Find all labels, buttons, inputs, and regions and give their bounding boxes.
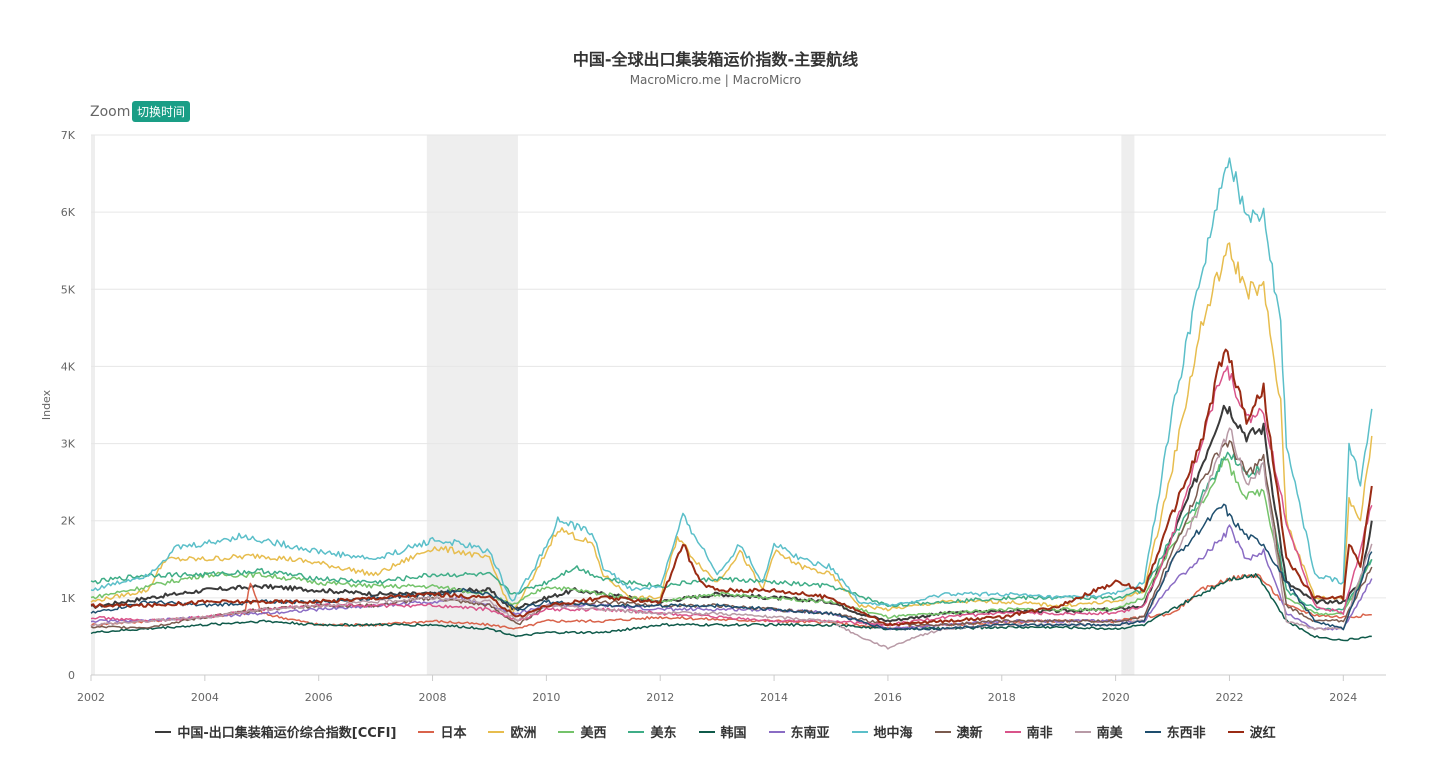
legend-swatch [698, 730, 715, 733]
y-tick-label: 4K [61, 360, 76, 373]
x-tick-label: 2014 [760, 691, 788, 704]
y-axis-label: Index [40, 389, 53, 420]
x-tick-label: 2006 [305, 691, 333, 704]
x-tick-label: 2022 [1215, 691, 1243, 704]
legend-label: 澳新 [956, 726, 983, 741]
legend-swatch [934, 730, 951, 733]
y-tick-label: 3K [61, 438, 76, 451]
legend-item[interactable]: 南非 [1004, 722, 1053, 741]
x-tick-label: 2012 [646, 691, 674, 704]
legend-item[interactable]: 东西非 [1144, 722, 1206, 741]
legend-label: 韩国 [720, 726, 747, 741]
x-tick-label: 2016 [874, 691, 902, 704]
x-axis: 2002 2004 2006 2008 2010 2012 2014 2016 2018 2020… [77, 675, 1357, 704]
y-tick-label: 0 [68, 669, 75, 682]
legend-swatch [155, 730, 172, 733]
legend-item[interactable]: 日本 [418, 722, 466, 741]
y-tick-label: 1K [61, 592, 76, 605]
legend-swatch [1074, 730, 1091, 733]
legend-swatch [851, 730, 868, 733]
recession-band [1121, 135, 1135, 675]
y-tick-label: 5K [61, 283, 76, 296]
y-tick-label: 7K [61, 129, 76, 142]
line-chart: 0 1K 2K 3K 4K 5K 6K 7K 2002 2004 2006 2008 2010 2012… [40, 129, 1386, 704]
x-tick-label: 2024 [1329, 691, 1357, 704]
legend-swatch [1004, 730, 1021, 733]
legend-item[interactable]: 地中海 [851, 722, 913, 741]
x-tick-label: 2008 [419, 691, 447, 704]
series-line[interactable] [90, 451, 1373, 612]
legend-item[interactable]: 波红 [1227, 722, 1276, 741]
legend-swatch [418, 730, 435, 733]
series-line[interactable] [90, 573, 1372, 630]
legend-item[interactable]: 美西 [558, 722, 606, 741]
legend-label: 地中海 [873, 726, 913, 741]
legend-item[interactable]: 南美 [1074, 722, 1123, 741]
series-line[interactable] [90, 427, 1373, 650]
x-tick-label: 2020 [1102, 691, 1130, 704]
zoom-label: Zoom [90, 104, 131, 120]
y-tick-label: 6K [61, 206, 76, 219]
chart-title: 中国-全球出口集装箱运价指数-主要航线 [572, 50, 859, 69]
legend-swatch [628, 730, 645, 733]
legend-swatch [1144, 730, 1161, 733]
legend-label: 美东 [650, 726, 677, 741]
legend-swatch [558, 730, 575, 733]
series-line[interactable] [90, 440, 1373, 630]
recession-band [91, 135, 95, 675]
legend-label: 波红 [1249, 726, 1276, 741]
legend-swatch [488, 730, 505, 733]
chart-legend: 中国-出口集装箱运价综合指数[CCFI] 日本 欧洲 美西 美东 韩国 东南亚 地中海 澳新 南非… [0, 722, 1431, 741]
series-line[interactable] [90, 573, 1372, 642]
legend-item[interactable]: 澳新 [934, 722, 983, 741]
chart-subtitle: MacroMicro.me | MacroMicro [629, 73, 802, 87]
legend-swatch [768, 730, 785, 733]
legend-label: 南非 [1026, 726, 1053, 741]
series-line[interactable] [90, 524, 1373, 631]
legend-label: 日本 [440, 726, 467, 741]
series-line[interactable] [90, 242, 1373, 616]
grid-lines [91, 134, 1386, 676]
series-line[interactable] [90, 157, 1373, 608]
legend-label: 欧洲 [510, 726, 537, 741]
legend-label: 东南亚 [790, 726, 830, 741]
zoom-toggle-button[interactable]: 切换时间 [132, 101, 191, 122]
legend-label: 东西非 [1166, 726, 1206, 741]
legend-label: 中国-出口集装箱运价综合指数[CCFI] [177, 726, 397, 741]
series-line[interactable] [90, 456, 1373, 619]
legend-item[interactable]: 欧洲 [488, 722, 536, 741]
y-axis: 0 1K 2K 3K 4K 5K 6K 7K [61, 129, 76, 682]
legend-label: 南美 [1096, 726, 1123, 741]
legend-item[interactable]: 美东 [628, 722, 677, 741]
legend-swatch [1227, 730, 1244, 733]
x-tick-label: 2018 [988, 691, 1016, 704]
legend-label: 美西 [580, 726, 607, 741]
legend-item[interactable]: 中国-出口集装箱运价综合指数[CCFI] [155, 722, 396, 741]
x-tick-label: 2010 [532, 691, 560, 704]
y-tick-label: 2K [61, 515, 76, 528]
legend-item[interactable]: 东南亚 [768, 722, 830, 741]
x-tick-label: 2004 [191, 691, 219, 704]
series-lines [90, 157, 1373, 650]
series-line[interactable] [90, 503, 1373, 631]
legend-item[interactable]: 韩国 [698, 722, 747, 741]
series-line[interactable] [90, 348, 1373, 627]
x-tick-label: 2002 [77, 691, 105, 704]
